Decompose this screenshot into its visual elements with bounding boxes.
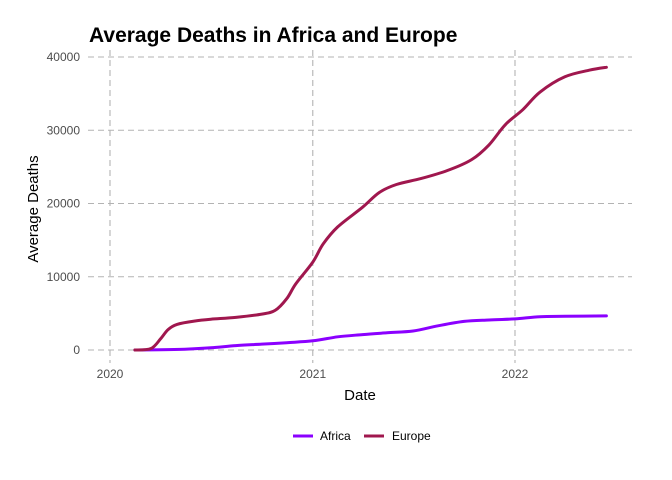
x-tick-label: 2021 [299, 367, 326, 381]
series-line-africa [133, 314, 608, 352]
y-tick-label: 40000 [47, 50, 81, 64]
grid-lines [88, 50, 632, 363]
x-axis-tick-labels: 2020 2021 2022 [97, 367, 529, 381]
x-axis-title: Date [344, 387, 376, 404]
y-axis-title: Average Deaths [25, 155, 42, 262]
y-tick-label: 20000 [47, 197, 81, 211]
y-tick-label: 30000 [47, 123, 81, 137]
y-tick-label: 10000 [47, 270, 81, 284]
legend-label: Europe [392, 429, 431, 443]
chart-title: Average Deaths in Africa and Europe [89, 24, 457, 47]
series-lines [133, 65, 608, 352]
x-tick-label: 2020 [97, 367, 124, 381]
y-tick-label: 0 [73, 343, 80, 357]
x-tick-label: 2022 [502, 367, 529, 381]
legend: Africa Europe [293, 429, 431, 443]
legend-label: Africa [320, 429, 351, 443]
series-line-europe [133, 65, 608, 352]
y-axis-tick-labels: 0 10000 20000 30000 40000 [47, 50, 81, 357]
